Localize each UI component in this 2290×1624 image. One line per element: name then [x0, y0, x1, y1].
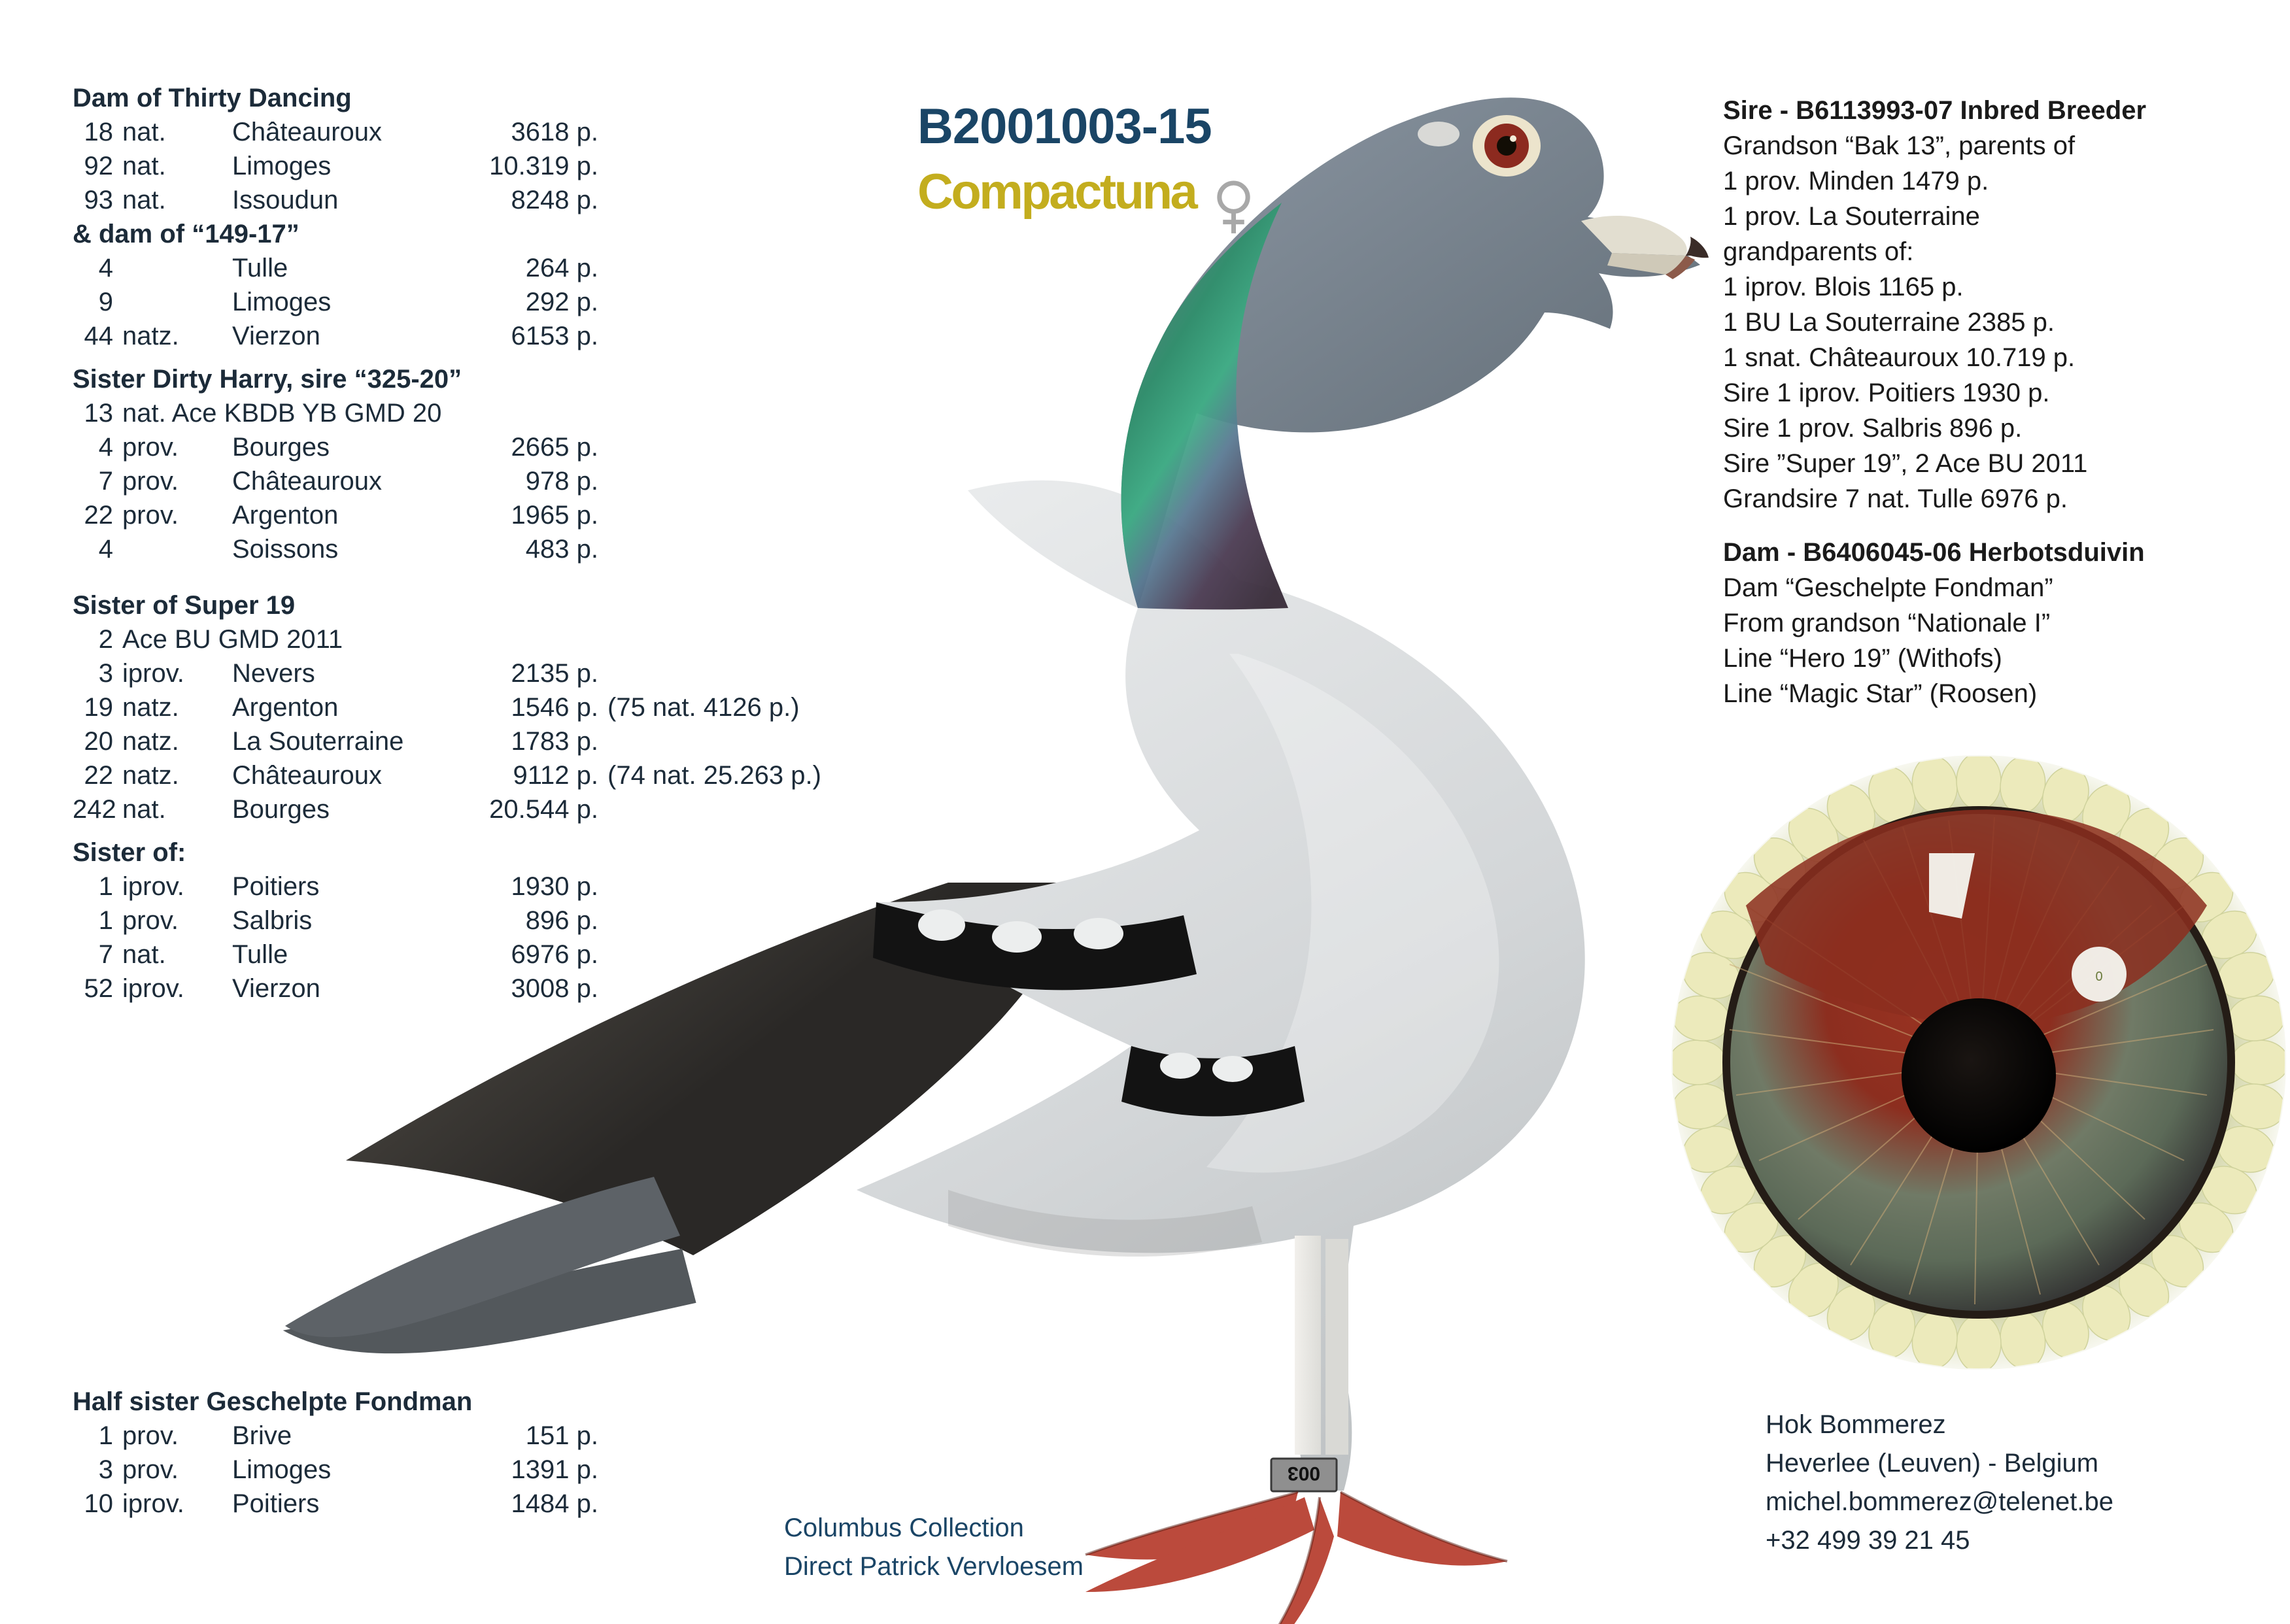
svg-text:003: 003: [1288, 1463, 1320, 1484]
svg-text:0: 0: [2095, 970, 2102, 984]
